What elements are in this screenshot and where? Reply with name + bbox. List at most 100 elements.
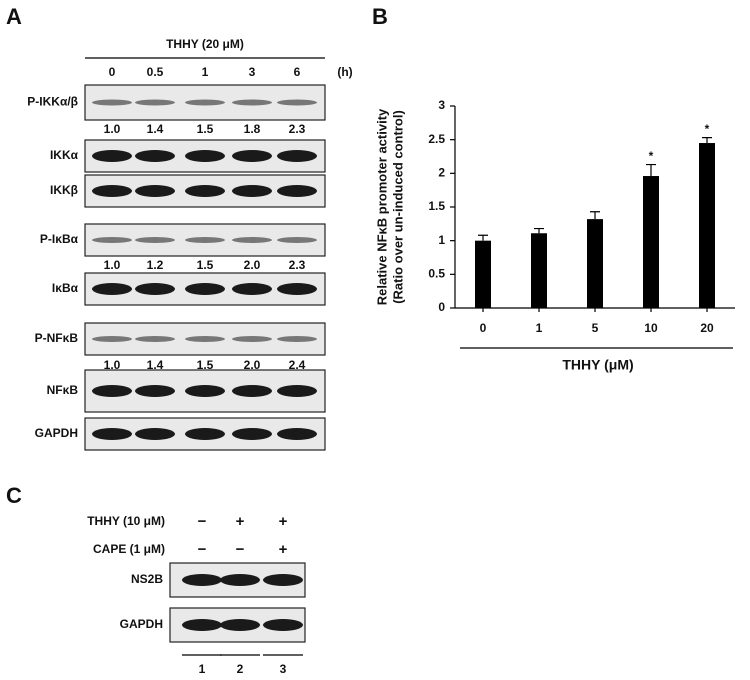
time-unit: (h) bbox=[337, 65, 352, 79]
band bbox=[185, 385, 225, 397]
quantification: 1.0 bbox=[104, 358, 121, 372]
blot-label: GAPDH bbox=[35, 426, 78, 440]
blot-label: NS2B bbox=[131, 572, 163, 586]
bar bbox=[531, 233, 547, 308]
quantification: 1.5 bbox=[197, 358, 214, 372]
condition-sign: + bbox=[236, 513, 245, 530]
panel-label: A bbox=[6, 4, 22, 29]
band bbox=[182, 574, 222, 586]
band bbox=[185, 283, 225, 295]
x-tick-label: 0 bbox=[480, 321, 487, 335]
band bbox=[232, 428, 272, 440]
bar bbox=[699, 143, 715, 308]
x-tick-label: 1 bbox=[536, 321, 543, 335]
significance: * bbox=[649, 149, 654, 163]
band bbox=[185, 428, 225, 440]
error-bar bbox=[478, 234, 488, 241]
band bbox=[135, 99, 175, 106]
y-axis-title: Relative NFκB promoter activity bbox=[374, 108, 389, 305]
quantification: 2.3 bbox=[289, 258, 306, 272]
blot-label: IKKβ bbox=[50, 183, 78, 197]
band bbox=[92, 428, 132, 440]
error-bar bbox=[702, 137, 712, 144]
condition-sign: − bbox=[198, 513, 207, 530]
band bbox=[220, 574, 260, 586]
y-tick-label: 0 bbox=[438, 300, 445, 314]
y-tick-label: 3 bbox=[438, 98, 445, 112]
blot-label: NFκB bbox=[47, 383, 79, 397]
band bbox=[232, 283, 272, 295]
quantification: 1.5 bbox=[197, 122, 214, 136]
band bbox=[135, 237, 175, 243]
band bbox=[277, 150, 317, 162]
treatment-label: THHY (20 μM) bbox=[166, 37, 244, 51]
timepoint: 6 bbox=[294, 65, 301, 79]
bar bbox=[587, 219, 603, 308]
band bbox=[185, 336, 225, 342]
condition-sign: + bbox=[279, 541, 288, 558]
y-tick-label: 0.5 bbox=[428, 267, 445, 281]
band bbox=[277, 428, 317, 440]
quantification: 1.5 bbox=[197, 258, 214, 272]
band bbox=[135, 428, 175, 440]
band bbox=[92, 283, 132, 295]
quantification: 2.0 bbox=[244, 258, 261, 272]
quantification: 1.8 bbox=[244, 122, 261, 136]
quantification: 1.0 bbox=[104, 258, 121, 272]
blot-label: P-IκBα bbox=[40, 232, 79, 246]
y-tick-label: 1 bbox=[438, 233, 445, 247]
band bbox=[232, 237, 272, 243]
y-tick-label: 2.5 bbox=[428, 132, 445, 146]
band bbox=[185, 185, 225, 197]
band bbox=[135, 185, 175, 197]
band bbox=[92, 150, 132, 162]
band bbox=[92, 99, 132, 106]
y-axis-title: (Ratio over un-induced control) bbox=[390, 110, 405, 304]
quantification: 2.4 bbox=[289, 358, 306, 372]
timepoint: 3 bbox=[249, 65, 256, 79]
bar bbox=[643, 176, 659, 308]
band bbox=[135, 385, 175, 397]
blot-label: IκBα bbox=[52, 281, 79, 295]
band bbox=[277, 99, 317, 106]
band bbox=[135, 150, 175, 162]
band bbox=[185, 237, 225, 243]
band bbox=[263, 574, 303, 586]
band bbox=[182, 619, 222, 631]
band bbox=[277, 336, 317, 342]
band bbox=[277, 385, 317, 397]
y-tick-label: 1.5 bbox=[428, 199, 445, 213]
condition-label: CAPE (1 μM) bbox=[93, 542, 165, 556]
x-tick-label: 10 bbox=[644, 321, 658, 335]
timepoint: 0.5 bbox=[147, 65, 164, 79]
band bbox=[135, 336, 175, 342]
lane-label: 1 bbox=[199, 662, 206, 676]
band bbox=[220, 619, 260, 631]
lane-label: 2 bbox=[237, 662, 244, 676]
x-tick-label: 20 bbox=[700, 321, 714, 335]
band bbox=[135, 283, 175, 295]
y-tick-label: 2 bbox=[438, 166, 445, 180]
panel-label: C bbox=[6, 483, 22, 508]
band bbox=[185, 99, 225, 106]
band bbox=[232, 336, 272, 342]
quantification: 2.0 bbox=[244, 358, 261, 372]
band bbox=[232, 385, 272, 397]
x-tick-label: 5 bbox=[592, 321, 599, 335]
blot-label: P-IKKα/β bbox=[27, 95, 78, 109]
significance: * bbox=[705, 122, 710, 136]
band bbox=[92, 237, 132, 243]
timepoint: 1 bbox=[202, 65, 209, 79]
band bbox=[277, 237, 317, 243]
timepoint: 0 bbox=[109, 65, 116, 79]
band bbox=[277, 185, 317, 197]
band bbox=[92, 185, 132, 197]
quantification: 1.4 bbox=[147, 122, 164, 136]
panel-label: B bbox=[372, 4, 388, 29]
band bbox=[232, 185, 272, 197]
quantification: 1.0 bbox=[104, 122, 121, 136]
error-bar bbox=[534, 227, 544, 234]
condition-sign: − bbox=[198, 541, 207, 558]
lane-label: 3 bbox=[280, 662, 287, 676]
